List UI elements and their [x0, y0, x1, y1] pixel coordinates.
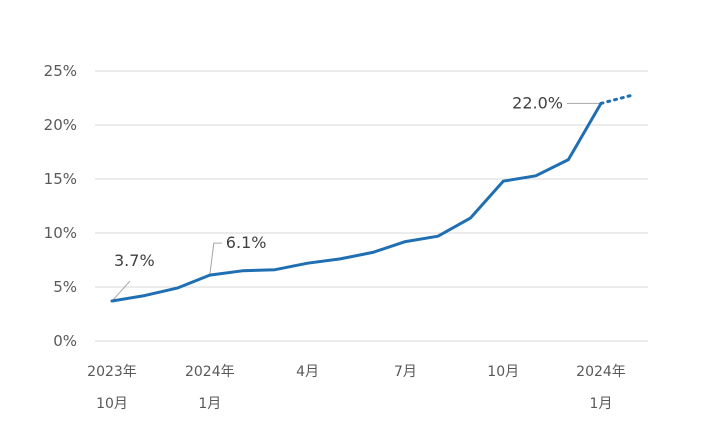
x-tick-label-0-line-0: 2023年	[87, 364, 137, 380]
series-lines	[110, 93, 636, 303]
x-axis-ticks: 2023年 10月 2024年 1月 4月 7月 10月 2024年 1月	[87, 364, 626, 412]
x-tick-label-3-line-0: 7月	[394, 364, 417, 380]
x-tick-label-4-line-0: 10月	[487, 364, 519, 380]
data-labels: 3.7% 6.1% 22.0%	[114, 93, 563, 270]
x-tick-label-5-line-1: 1月	[590, 396, 613, 412]
x-tick-label-1-line-0: 2024年	[185, 364, 235, 380]
y-tick-label-1: 5%	[53, 278, 77, 296]
gridlines	[95, 70, 648, 342]
y-tick-label-0: 0%	[53, 332, 77, 350]
annotation-leader-1	[209, 242, 222, 276]
x-tick-label-0-line-1: 10月	[96, 396, 128, 412]
series-line-1	[599, 93, 636, 105]
data-label-1: 6.1%	[226, 233, 267, 252]
annotation-leader-0	[111, 280, 131, 302]
x-tick-label-1-line-1: 1月	[198, 396, 221, 412]
data-label-0: 3.7%	[114, 251, 155, 270]
y-tick-label-3: 15%	[44, 170, 77, 188]
x-tick-label-5-line-0: 2024年	[576, 364, 626, 380]
data-label-2: 22.0%	[512, 93, 563, 112]
y-tick-label-2: 10%	[44, 224, 77, 242]
y-tick-label-4: 20%	[44, 116, 77, 134]
y-tick-label-5: 25%	[44, 62, 77, 80]
y-axis-ticks: 0% 5% 10% 15% 20% 25%	[44, 62, 77, 350]
annotation-leaders	[111, 102, 601, 302]
x-tick-label-2-line-0: 4月	[296, 364, 319, 380]
series-line-0	[110, 101, 603, 303]
